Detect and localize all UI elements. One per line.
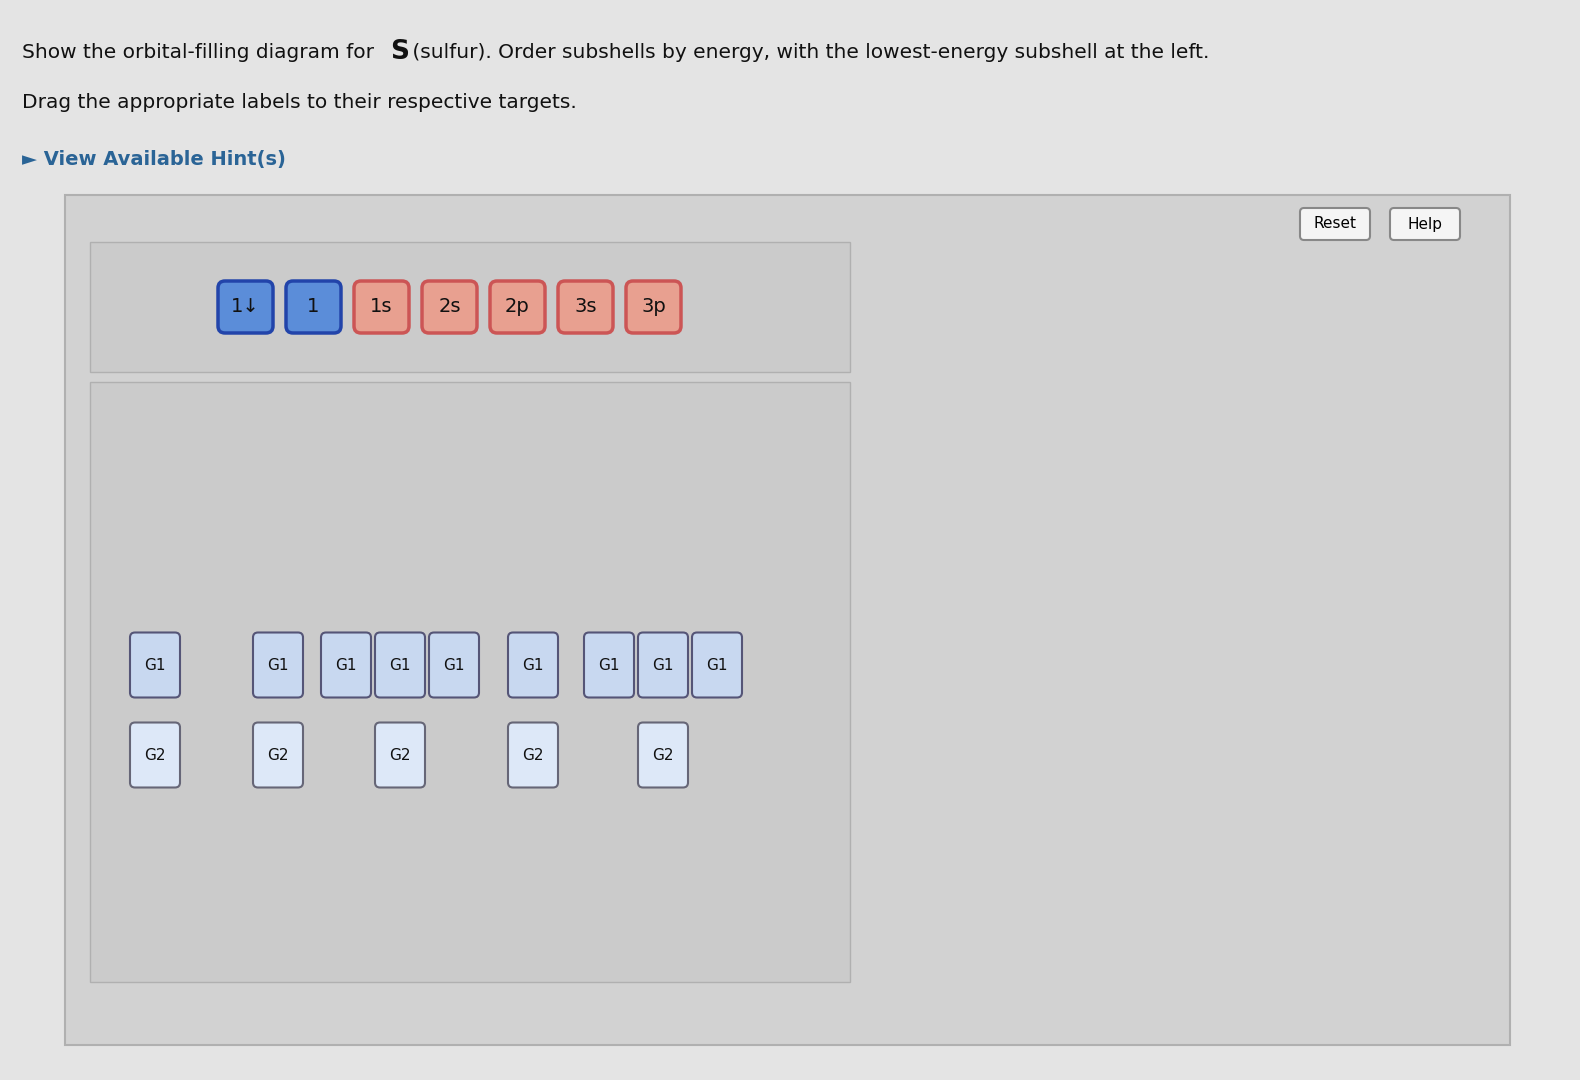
Text: 2s: 2s [438,297,461,316]
Text: G1: G1 [444,658,465,673]
Bar [90,242,850,372]
Bar [65,195,1510,1045]
FancyBboxPatch shape [253,633,303,698]
FancyBboxPatch shape [130,633,180,698]
Bar [90,382,850,982]
Text: 1s: 1s [370,297,393,316]
FancyBboxPatch shape [490,281,545,333]
FancyBboxPatch shape [374,633,425,698]
Text: Show the orbital-filling diagram for: Show the orbital-filling diagram for [22,42,381,62]
Text: 3p: 3p [641,297,665,316]
Text: G1: G1 [599,658,619,673]
Text: Help: Help [1408,216,1443,231]
FancyBboxPatch shape [626,281,681,333]
Text: (sulfur). Order subshells by energy, with the lowest-energy subshell at the left: (sulfur). Order subshells by energy, wit… [406,42,1209,62]
Text: 2p: 2p [506,297,529,316]
Text: G2: G2 [267,747,289,762]
Text: Reset: Reset [1313,216,1357,231]
Text: G1: G1 [144,658,166,673]
FancyBboxPatch shape [1300,208,1370,240]
FancyBboxPatch shape [286,281,341,333]
FancyBboxPatch shape [321,633,371,698]
Text: ► View Available Hint(s): ► View Available Hint(s) [22,150,286,170]
Text: Drag the appropriate labels to their respective targets.: Drag the appropriate labels to their res… [22,94,577,112]
Text: G2: G2 [523,747,544,762]
FancyBboxPatch shape [253,723,303,787]
FancyBboxPatch shape [638,723,687,787]
FancyBboxPatch shape [130,723,180,787]
Text: G1: G1 [335,658,357,673]
Text: G2: G2 [144,747,166,762]
FancyBboxPatch shape [354,281,409,333]
Text: 1: 1 [308,297,319,316]
FancyBboxPatch shape [422,281,477,333]
Text: G1: G1 [389,658,411,673]
FancyBboxPatch shape [430,633,479,698]
FancyBboxPatch shape [692,633,743,698]
FancyBboxPatch shape [509,723,558,787]
FancyBboxPatch shape [638,633,687,698]
Text: G1: G1 [267,658,289,673]
Text: G2: G2 [653,747,673,762]
FancyBboxPatch shape [1390,208,1460,240]
Text: G1: G1 [523,658,544,673]
Text: 3s: 3s [574,297,597,316]
Text: G2: G2 [389,747,411,762]
Text: S: S [390,39,409,65]
Text: G1: G1 [706,658,728,673]
FancyBboxPatch shape [374,723,425,787]
FancyBboxPatch shape [509,633,558,698]
Text: G1: G1 [653,658,673,673]
FancyBboxPatch shape [218,281,273,333]
Text: 1↓: 1↓ [231,297,259,316]
FancyBboxPatch shape [585,633,634,698]
FancyBboxPatch shape [558,281,613,333]
